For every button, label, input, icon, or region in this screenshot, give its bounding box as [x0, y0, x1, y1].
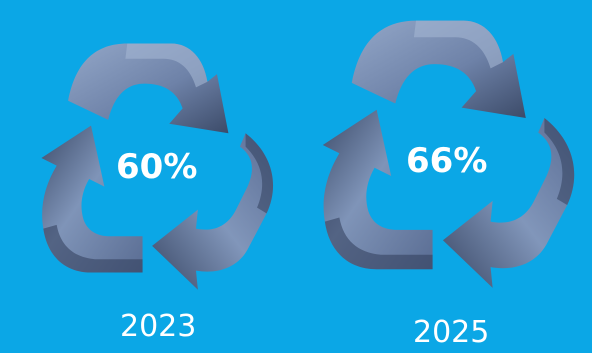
percent-label-2023: 60% [116, 147, 198, 187]
percent-label-2025: 66% [406, 141, 488, 181]
year-label-2023: 2023 [120, 309, 197, 344]
year-label-2025: 2025 [413, 315, 490, 350]
